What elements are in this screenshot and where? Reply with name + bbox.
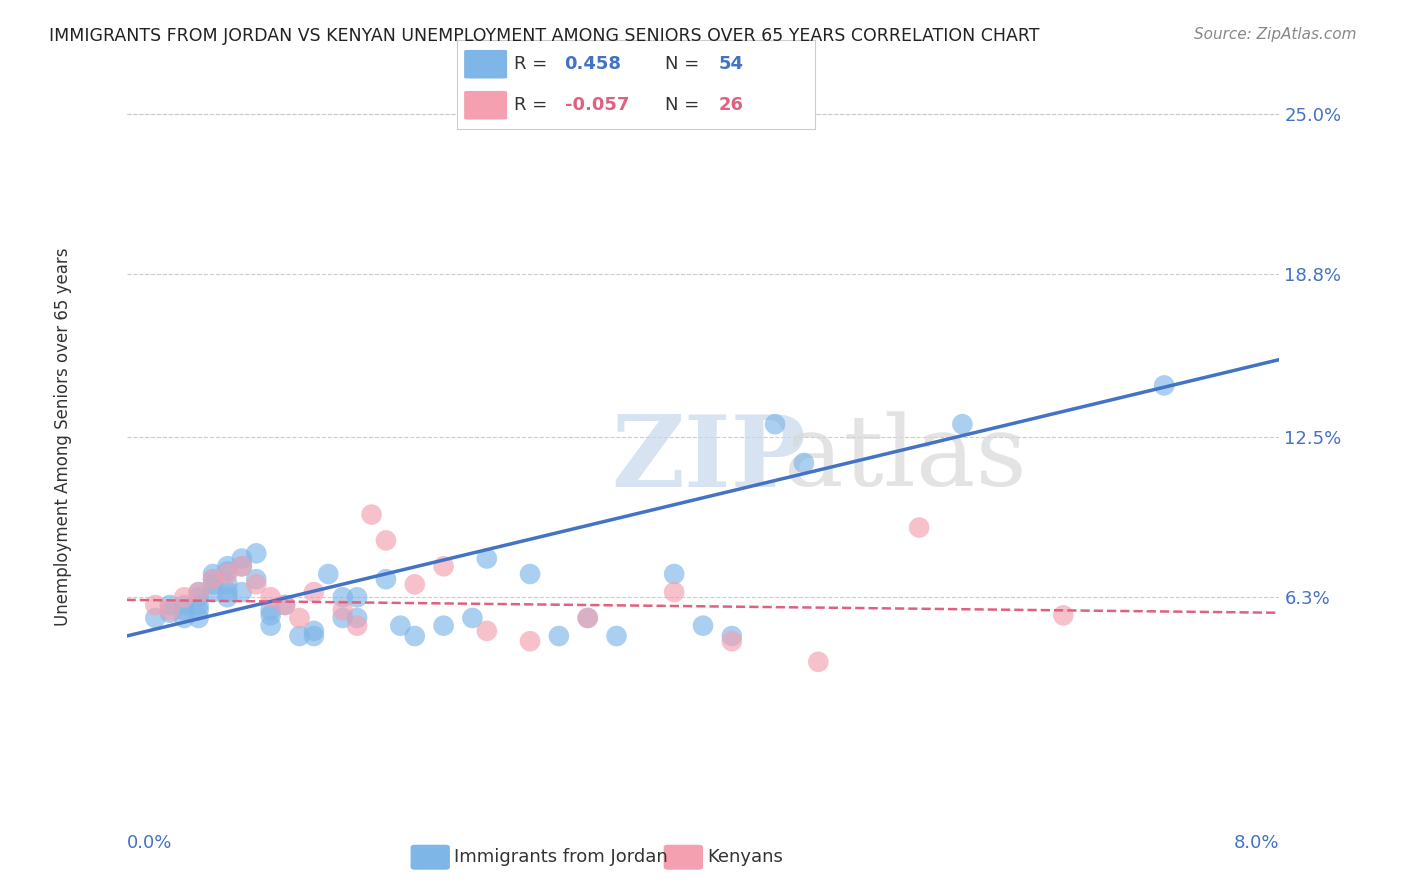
Point [461, 611, 484, 625]
Point [159, 603, 181, 617]
Point [288, 629, 311, 643]
FancyBboxPatch shape [464, 91, 508, 120]
Text: 8.0%: 8.0% [1234, 834, 1279, 852]
Point [346, 591, 368, 605]
Point [145, 611, 166, 625]
Point [202, 577, 225, 591]
Point [288, 611, 311, 625]
Point [231, 585, 253, 599]
Point [217, 559, 239, 574]
Point [217, 567, 239, 582]
Point [763, 417, 786, 432]
Point [259, 608, 281, 623]
Point [720, 629, 742, 643]
Point [664, 567, 686, 582]
Point [302, 585, 325, 599]
Point [807, 655, 830, 669]
Point [1153, 378, 1175, 392]
Point [316, 567, 339, 582]
Point [332, 591, 354, 605]
Text: Kenyans: Kenyans [707, 848, 783, 866]
Point [692, 618, 714, 632]
Point [159, 606, 181, 620]
Point [374, 572, 396, 586]
Point [231, 551, 253, 566]
Point [950, 417, 973, 432]
Point [332, 611, 354, 625]
Point [202, 572, 225, 586]
Text: IMMIGRANTS FROM JORDAN VS KENYAN UNEMPLOYMENT AMONG SENIORS OVER 65 YEARS CORREL: IMMIGRANTS FROM JORDAN VS KENYAN UNEMPLO… [49, 27, 1039, 45]
Point [576, 611, 599, 625]
Point [433, 618, 456, 632]
Point [173, 598, 195, 612]
Point [202, 567, 225, 582]
Point [217, 591, 239, 605]
Point [259, 618, 281, 632]
FancyBboxPatch shape [464, 50, 508, 78]
Point [245, 577, 267, 591]
Point [605, 629, 627, 643]
Text: Source: ZipAtlas.com: Source: ZipAtlas.com [1194, 27, 1357, 42]
Point [145, 598, 166, 612]
Text: R =: R = [515, 55, 554, 73]
Point [519, 567, 541, 582]
Point [360, 508, 382, 522]
Text: 54: 54 [718, 55, 744, 73]
Text: 26: 26 [718, 96, 744, 114]
Point [302, 629, 325, 643]
Text: 0.458: 0.458 [565, 55, 621, 73]
Point [720, 634, 742, 648]
Point [346, 618, 368, 632]
Point [187, 585, 209, 599]
Point [231, 559, 253, 574]
Text: 0.0%: 0.0% [127, 834, 172, 852]
Point [202, 585, 225, 599]
Point [173, 603, 195, 617]
Text: Unemployment Among Seniors over 65 years: Unemployment Among Seniors over 65 years [53, 248, 72, 626]
Point [187, 611, 209, 625]
Text: Immigrants from Jordan: Immigrants from Jordan [454, 848, 668, 866]
Point [576, 611, 599, 625]
Text: ZIP: ZIP [610, 411, 806, 508]
Point [346, 611, 368, 625]
Point [389, 618, 412, 632]
Point [245, 572, 267, 586]
Point [245, 546, 267, 560]
Text: -0.057: -0.057 [565, 96, 628, 114]
Point [404, 577, 426, 591]
Point [374, 533, 396, 548]
Point [908, 520, 931, 534]
Point [664, 585, 686, 599]
Point [187, 585, 209, 599]
Point [433, 559, 456, 574]
Point [231, 559, 253, 574]
Point [187, 603, 209, 617]
Point [475, 551, 498, 566]
Point [259, 591, 281, 605]
Point [1052, 608, 1074, 623]
Point [159, 598, 181, 612]
Point [302, 624, 325, 638]
Point [274, 598, 297, 612]
Point [332, 603, 354, 617]
Text: R =: R = [515, 96, 554, 114]
Text: atlas: atlas [783, 412, 1026, 508]
Point [793, 456, 815, 470]
Point [217, 577, 239, 591]
Point [475, 624, 498, 638]
Point [259, 603, 281, 617]
Point [187, 591, 209, 605]
Point [173, 591, 195, 605]
Point [202, 572, 225, 586]
Point [187, 598, 209, 612]
Point [519, 634, 541, 648]
Point [547, 629, 569, 643]
Text: N =: N = [665, 96, 704, 114]
Point [217, 585, 239, 599]
Point [404, 629, 426, 643]
Point [217, 565, 239, 579]
Text: N =: N = [665, 55, 704, 73]
Point [274, 598, 297, 612]
Point [173, 611, 195, 625]
